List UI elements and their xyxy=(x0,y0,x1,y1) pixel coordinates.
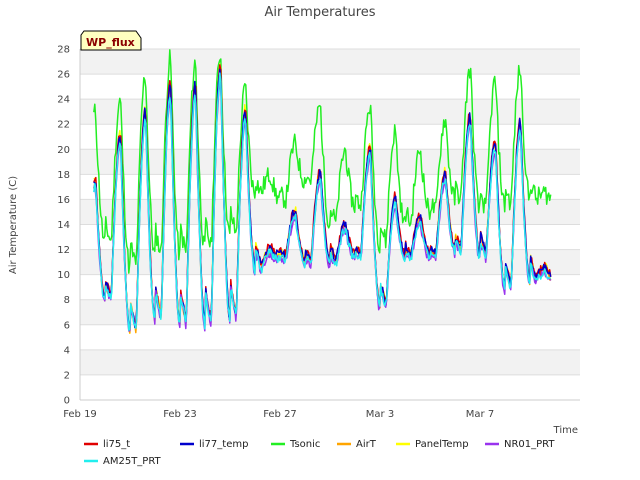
y-tick-label: 24 xyxy=(57,95,70,106)
y-tick-label: 14 xyxy=(57,220,70,231)
legend-item-li77-temp: li77_temp xyxy=(180,439,248,450)
grid-band xyxy=(80,149,580,175)
legend: li75_t li77_temp Tsonic AirT PanelTemp NR01_P… xyxy=(84,439,555,467)
x-axis-label: Time xyxy=(553,425,578,436)
y-tick-label: 2 xyxy=(64,370,70,381)
grid-band xyxy=(80,49,580,75)
legend-item-li75-t: li75_t xyxy=(84,439,130,450)
y-tick-label: 4 xyxy=(64,345,70,356)
x-tick-label: Feb 19 xyxy=(63,409,97,420)
y-tick-label: 26 xyxy=(57,70,70,81)
legend-label: NR01_PRT xyxy=(504,439,555,450)
y-tick-label: 16 xyxy=(57,195,70,206)
legend-item-airt: AirT xyxy=(337,439,377,450)
y-tick-label: 8 xyxy=(64,295,70,306)
y-tick-label: 28 xyxy=(57,45,70,56)
badge-shape xyxy=(80,30,142,51)
x-tick-label: Mar 7 xyxy=(466,409,494,420)
y-axis-label: Air Temperature (C) xyxy=(8,176,19,274)
wp-flux-badge: WP_flux xyxy=(80,30,142,51)
legend-item-am25t-prt: AM25T_PRT xyxy=(84,456,162,467)
y-tick-label: 12 xyxy=(57,245,70,256)
y-tick-label: 6 xyxy=(64,320,70,331)
series-line-tsonic xyxy=(93,49,552,274)
y-tick-label: 18 xyxy=(57,170,70,181)
series-layer xyxy=(93,49,552,335)
x-tick-label: Feb 27 xyxy=(263,409,297,420)
legend-label: PanelTemp xyxy=(415,439,469,450)
grid-band xyxy=(80,299,580,325)
x-tick-label: Feb 23 xyxy=(163,409,197,420)
legend-label: Tsonic xyxy=(289,439,320,450)
grid-band xyxy=(80,349,580,375)
legend-item-tsonic: Tsonic xyxy=(271,439,320,450)
badge-label: WP_flux xyxy=(86,36,135,49)
x-tick-label: Mar 3 xyxy=(366,409,394,420)
legend-label: AirT xyxy=(356,439,377,450)
y-tick-label: 20 xyxy=(57,145,70,156)
legend-item-nr01-prt: NR01_PRT xyxy=(485,439,555,450)
y-tick-label: 22 xyxy=(57,120,70,131)
legend-label: li77_temp xyxy=(199,439,248,450)
series-line-am25t-prt xyxy=(93,72,551,331)
chart-title: Air Temperatures xyxy=(264,5,375,20)
legend-label: AM25T_PRT xyxy=(103,456,162,467)
x-axis-ticks: Feb 19 Feb 23 Feb 27 Mar 3 Mar 7 xyxy=(63,409,494,420)
legend-item-paneltemp: PanelTemp xyxy=(396,439,469,450)
grid-band xyxy=(80,99,580,125)
y-tick-label: 0 xyxy=(64,396,70,407)
y-tick-label: 10 xyxy=(57,270,70,281)
legend-label: li75_t xyxy=(103,439,130,450)
